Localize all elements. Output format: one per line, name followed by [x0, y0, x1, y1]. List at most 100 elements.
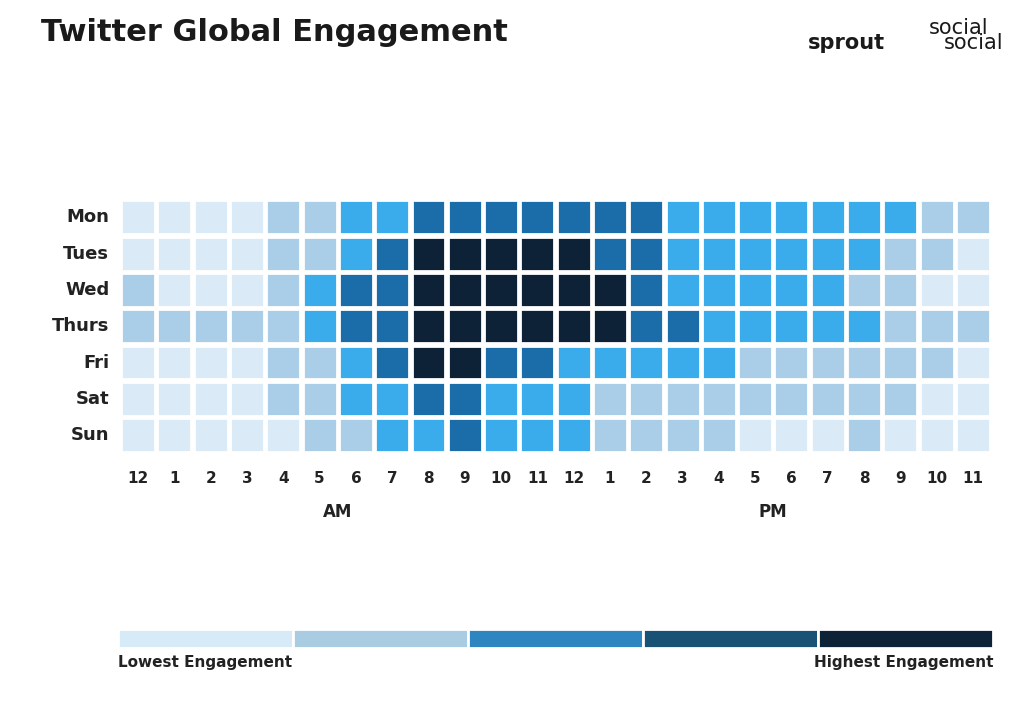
Bar — [847, 382, 881, 416]
Bar — [412, 200, 445, 234]
Bar — [774, 200, 808, 234]
Bar — [738, 382, 772, 416]
Bar — [520, 309, 554, 343]
Bar — [738, 418, 772, 452]
Bar — [303, 382, 337, 416]
Bar — [774, 237, 808, 270]
Bar — [884, 309, 918, 343]
Text: Mon: Mon — [67, 209, 110, 227]
Bar — [811, 346, 845, 379]
Bar — [339, 382, 373, 416]
Bar — [484, 237, 518, 270]
Bar — [956, 200, 990, 234]
Bar — [121, 382, 155, 416]
Bar — [484, 200, 518, 234]
Text: Sat: Sat — [76, 390, 110, 408]
Text: 12: 12 — [128, 471, 148, 485]
Text: 2: 2 — [641, 471, 651, 485]
Bar — [630, 346, 664, 379]
Bar — [266, 418, 300, 452]
Bar — [643, 629, 818, 648]
Bar — [194, 237, 227, 270]
Bar — [447, 309, 481, 343]
Bar — [818, 629, 993, 648]
Bar — [158, 309, 191, 343]
Bar — [375, 418, 410, 452]
Bar — [811, 200, 845, 234]
Bar — [520, 346, 554, 379]
Bar — [666, 382, 699, 416]
Bar — [412, 273, 445, 307]
Bar — [484, 273, 518, 307]
Bar — [956, 382, 990, 416]
Bar — [738, 309, 772, 343]
Bar — [811, 382, 845, 416]
Bar — [375, 382, 410, 416]
Bar — [230, 273, 264, 307]
Bar — [412, 418, 445, 452]
Bar — [956, 237, 990, 270]
Text: 10: 10 — [490, 471, 512, 485]
Bar — [121, 273, 155, 307]
Bar — [593, 382, 627, 416]
Bar — [666, 273, 699, 307]
Text: Wed: Wed — [66, 281, 110, 299]
Bar — [339, 237, 373, 270]
Text: Fri: Fri — [83, 353, 110, 371]
Bar — [738, 273, 772, 307]
Text: social: social — [944, 33, 1004, 53]
Bar — [412, 309, 445, 343]
Bar — [557, 418, 591, 452]
Bar — [920, 309, 953, 343]
Bar — [666, 200, 699, 234]
Bar — [520, 418, 554, 452]
Bar — [484, 309, 518, 343]
Bar — [557, 273, 591, 307]
Bar — [447, 200, 481, 234]
Bar — [266, 237, 300, 270]
Text: 3: 3 — [677, 471, 688, 485]
Bar — [266, 346, 300, 379]
Bar — [447, 346, 481, 379]
Bar — [811, 237, 845, 270]
Bar — [375, 237, 410, 270]
Bar — [774, 418, 808, 452]
Bar — [194, 382, 227, 416]
Text: 3: 3 — [242, 471, 252, 485]
Bar — [158, 382, 191, 416]
Bar — [630, 237, 664, 270]
Bar — [194, 273, 227, 307]
Text: Tues: Tues — [63, 244, 110, 262]
Text: 5: 5 — [750, 471, 761, 485]
Bar — [375, 309, 410, 343]
Bar — [194, 200, 227, 234]
Bar — [884, 273, 918, 307]
Bar — [630, 309, 664, 343]
Bar — [293, 629, 468, 648]
Bar — [230, 418, 264, 452]
Text: 2: 2 — [206, 471, 216, 485]
Bar — [447, 273, 481, 307]
Bar — [158, 237, 191, 270]
Bar — [774, 273, 808, 307]
Bar — [920, 382, 953, 416]
Bar — [339, 346, 373, 379]
Bar — [811, 309, 845, 343]
Bar — [158, 346, 191, 379]
Bar — [701, 382, 736, 416]
Bar — [884, 382, 918, 416]
Bar — [484, 382, 518, 416]
Bar — [520, 273, 554, 307]
Bar — [593, 309, 627, 343]
Bar — [593, 418, 627, 452]
Bar — [847, 309, 881, 343]
Bar — [339, 418, 373, 452]
Bar — [266, 382, 300, 416]
Bar — [266, 273, 300, 307]
Bar — [593, 237, 627, 270]
Bar — [774, 382, 808, 416]
Bar — [303, 237, 337, 270]
Bar — [230, 237, 264, 270]
Bar — [158, 418, 191, 452]
Bar — [774, 309, 808, 343]
